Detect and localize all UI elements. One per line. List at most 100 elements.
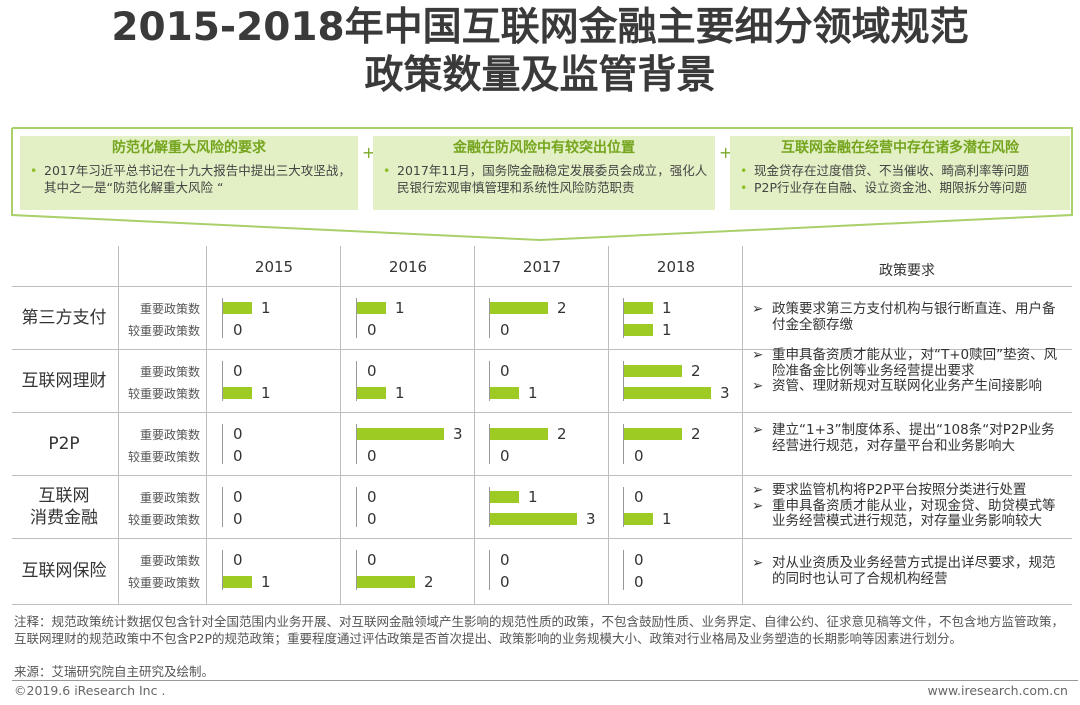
year-header: 2018 <box>656 258 696 276</box>
bar-value-secondary: 0 <box>367 447 377 465</box>
bar-value-important: 0 <box>367 488 377 506</box>
bar-important <box>490 491 519 503</box>
bar-axis <box>222 487 223 527</box>
requirements-cell: ➢ 重申具备资质才能从业，对“T+0赎回”垫资、风险准备金比例等业务经营提出要求 … <box>752 347 1058 394</box>
bar-axis <box>489 298 490 338</box>
bar-value-important: 2 <box>691 425 701 443</box>
arrow-bullet-icon: ➢ <box>752 422 764 438</box>
footer-divider <box>12 680 1078 681</box>
arrow-bullet-icon: ➢ <box>752 301 764 317</box>
bar-value-important: 0 <box>367 362 377 380</box>
bar-value-secondary: 1 <box>261 384 271 402</box>
bar-secondary <box>490 513 577 525</box>
bar-value-secondary: 3 <box>720 384 730 402</box>
row-name-p2p: P2P <box>48 434 80 454</box>
bar-value-important: 2 <box>691 362 701 380</box>
series-label-secondary: 较重要政策数 <box>127 450 200 464</box>
bar-secondary <box>624 513 653 525</box>
bar-axis <box>222 361 223 401</box>
bar-value-important: 1 <box>261 299 271 317</box>
arrow-bullet-icon: ➢ <box>752 497 764 514</box>
series-label-important: 重要政策数 <box>139 302 200 316</box>
bar-value-secondary: 1 <box>662 321 672 339</box>
bar-value-secondary: 0 <box>233 447 243 465</box>
background-bullet: • 2017年习近平总书记在十九大报告中提出三大攻坚战，其中之一是“防范化解重大风… <box>30 163 351 195</box>
bar-value-important: 1 <box>528 488 538 506</box>
bar-axis <box>623 361 624 401</box>
bar-axis <box>623 550 624 590</box>
requirements-cell: ➢ 政策要求第三方支付机构与银行断直连、用户备付金全额存缴 <box>752 301 1056 333</box>
table-divider <box>12 475 1072 476</box>
bar-value-secondary: 3 <box>586 510 596 528</box>
bar-axis <box>489 550 490 590</box>
requirements-header: 政策要求 <box>879 263 935 279</box>
bar-value-important: 0 <box>500 551 510 569</box>
table-divider <box>474 246 475 604</box>
bar-important <box>490 428 548 440</box>
row-name-third-party-payment: 第三方支付 <box>21 308 107 328</box>
series-label-secondary: 较重要政策数 <box>127 387 200 401</box>
bar-value-important: 0 <box>500 362 510 380</box>
table-divider <box>742 246 743 604</box>
background-box-heading: 金融在防风险中有较突出位置 <box>453 140 635 156</box>
bar-value-important: 2 <box>557 425 567 443</box>
bar-axis <box>222 424 223 464</box>
year-header: 2015 <box>254 258 294 276</box>
bar-secondary <box>223 576 252 588</box>
series-label-important: 重要政策数 <box>139 428 200 442</box>
bar-axis <box>623 487 624 527</box>
bar-axis <box>489 487 490 527</box>
bar-value-secondary: 1 <box>528 384 538 402</box>
year-header: 2017 <box>522 258 562 276</box>
table-divider <box>12 412 1072 413</box>
copyright: ©2019.6 iResearch Inc . <box>14 683 166 698</box>
bar-axis <box>623 424 624 464</box>
source-note: 来源：艾瑞研究院自主研究及绘制。 <box>14 664 215 679</box>
arrow-bullet-icon: ➢ <box>752 378 764 394</box>
requirements-cell: ➢ 建立“1+3”制度体系、提出“108条“对P2P业务经营进行规范，对存量平台和… <box>752 422 1055 454</box>
background-bullet: • P2P行业存在自融、设立资金池、期限拆分等问题 <box>740 180 1028 195</box>
table-divider <box>12 349 1072 350</box>
series-label-important: 重要政策数 <box>139 554 200 568</box>
bar-value-secondary: 0 <box>233 321 243 339</box>
bar-value-important: 0 <box>233 425 243 443</box>
table-divider <box>118 246 119 604</box>
bar-secondary <box>357 576 415 588</box>
table-divider <box>340 246 341 604</box>
bar-value-secondary: 1 <box>662 510 672 528</box>
background-bracket <box>11 127 1073 242</box>
bullet-dot-icon: • <box>740 180 748 195</box>
bar-axis <box>356 361 357 401</box>
bar-secondary <box>624 324 653 336</box>
series-label-important: 重要政策数 <box>139 491 200 505</box>
background-box-risk: 防范化解重大风险的要求 • 2017年习近平总书记在十九大报告中提出三大攻坚战，其… <box>20 136 358 210</box>
bar-value-secondary: 0 <box>500 321 510 339</box>
bar-value-secondary: 1 <box>395 384 405 402</box>
bar-important <box>223 302 252 314</box>
bar-value-important: 0 <box>233 362 243 380</box>
table-divider <box>608 246 609 604</box>
bar-axis <box>356 424 357 464</box>
plus-icon: + <box>719 143 733 162</box>
bar-axis <box>356 550 357 590</box>
arrow-bullet-icon: ➢ <box>752 555 764 571</box>
background-box-finance: 金融在防风险中有较突出位置 • 2017年11月，国务院金融稳定发展委员会成立，强… <box>373 136 715 210</box>
bar-axis <box>222 550 223 590</box>
bar-axis <box>356 298 357 338</box>
series-label-secondary: 较重要政策数 <box>127 576 200 590</box>
row-name-internet-insurance: 互联网保险 <box>21 561 107 581</box>
bar-axis <box>356 487 357 527</box>
requirements-cell: ➢ 要求监管机构将P2P平台按照分类进行处置 ➢ 重申具备资质才能从业，对现金贷、助… <box>752 482 1056 529</box>
bar-value-secondary: 0 <box>500 447 510 465</box>
series-label-secondary: 较重要政策数 <box>127 513 200 527</box>
bar-value-important: 0 <box>367 551 377 569</box>
bar-axis <box>489 361 490 401</box>
table-divider <box>12 286 1072 287</box>
row-name-internet-wealth: 互联网理财 <box>21 371 107 391</box>
bar-axis <box>222 298 223 338</box>
table-divider <box>206 246 207 604</box>
footnote: 注释：规范政策统计数据仅包含针对全国范围内业务开展、对互联网金融领域产生影响的规… <box>14 614 1065 646</box>
table-divider <box>12 604 1072 605</box>
bar-secondary <box>490 387 519 399</box>
bar-value-important: 1 <box>395 299 405 317</box>
